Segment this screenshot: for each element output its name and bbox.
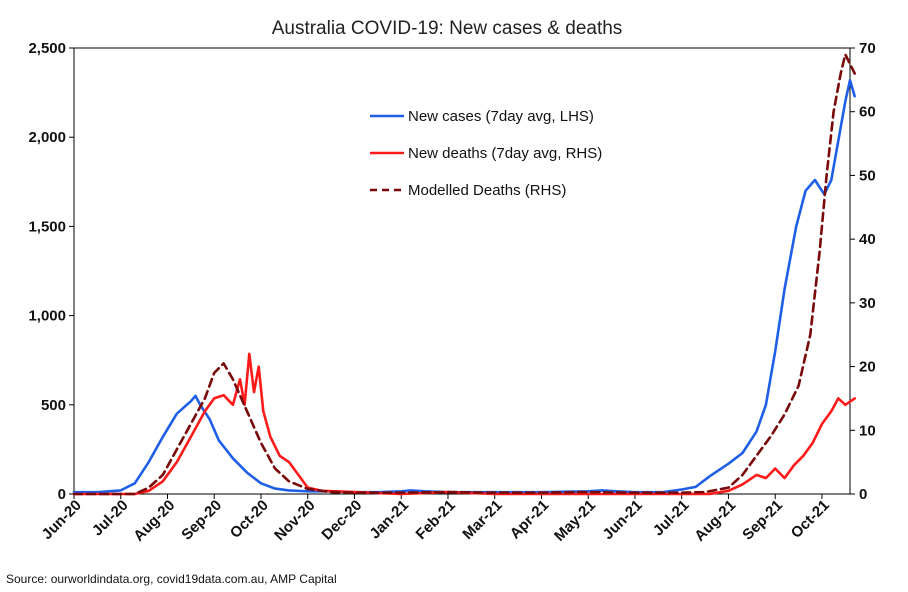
legend-label: Modelled Deaths (RHS) bbox=[408, 182, 566, 199]
left-tick-label: 0 bbox=[58, 486, 66, 503]
x-tick-label: Dec-20 bbox=[318, 497, 365, 544]
right-tick-label: 40 bbox=[859, 231, 876, 248]
right-tick-label: 0 bbox=[859, 486, 867, 503]
right-tick-label: 50 bbox=[859, 167, 876, 184]
series-layer bbox=[72, 53, 856, 496]
x-tick-label: Oct-20 bbox=[227, 497, 272, 542]
right-tick-label: 60 bbox=[859, 104, 876, 121]
x-tick-label: Jul-21 bbox=[650, 497, 693, 540]
legend: New cases (7day avg, LHS) New deaths (7da… bbox=[370, 108, 602, 199]
x-tick-label: Apr-21 bbox=[507, 497, 553, 543]
x-tick-label: Aug-20 bbox=[130, 497, 178, 545]
left-tick-label: 1,000 bbox=[28, 308, 66, 325]
chart-title: Australia COVID-19: New cases & deaths bbox=[272, 18, 623, 39]
x-tick-label: Aug-21 bbox=[691, 497, 739, 545]
x-tick-label: Sep-21 bbox=[739, 497, 786, 544]
left-tick-label: 1,500 bbox=[28, 218, 66, 235]
source-note: Source: ourworldindata.org, covid19data.… bbox=[6, 572, 337, 586]
x-tick-label: Jun-20 bbox=[39, 497, 85, 543]
x-tick-label: Nov-20 bbox=[271, 497, 318, 544]
x-tick-label: Feb-21 bbox=[413, 497, 459, 543]
x-tick-label: Oct-21 bbox=[788, 497, 833, 542]
series-line-3 bbox=[72, 53, 856, 496]
x-tick-label: May-21 bbox=[551, 497, 599, 545]
left-axis: 0 500 1,000 1,500 2,000 2,500 bbox=[28, 40, 74, 503]
right-tick-label: 70 bbox=[859, 40, 876, 57]
x-tick-label: Mar-21 bbox=[459, 497, 505, 543]
x-tick-label: Jul-20 bbox=[89, 497, 132, 540]
right-tick-label: 10 bbox=[859, 422, 876, 439]
left-tick-label: 2,000 bbox=[28, 129, 66, 146]
legend-label: New cases (7day avg, LHS) bbox=[408, 108, 594, 125]
left-tick-label: 500 bbox=[41, 397, 66, 414]
right-tick-label: 20 bbox=[859, 359, 876, 376]
right-axis: 0 10 20 30 40 50 60 70 bbox=[850, 40, 876, 503]
x-tick-label: Sep-20 bbox=[178, 497, 225, 544]
x-tick-label: Jan-21 bbox=[366, 497, 412, 543]
right-tick-label: 30 bbox=[859, 295, 876, 312]
plot-area bbox=[73, 47, 851, 495]
legend-label: New deaths (7day avg, RHS) bbox=[408, 145, 602, 162]
left-tick-label: 2,500 bbox=[28, 40, 66, 57]
series-line-2 bbox=[72, 352, 856, 496]
x-tick-label: Jun-21 bbox=[600, 497, 646, 543]
